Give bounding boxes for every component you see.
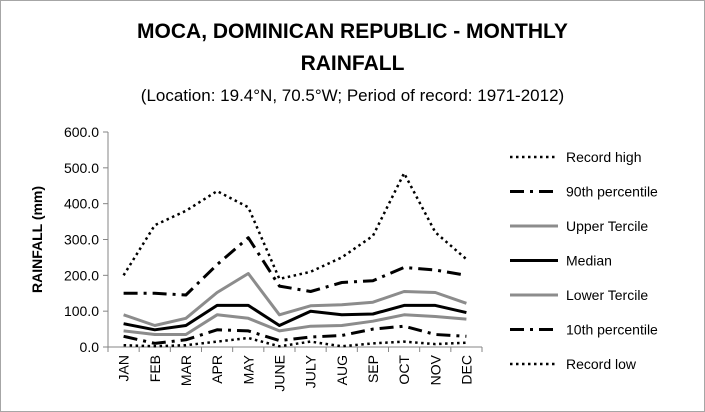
- x-tick-label: NOV: [427, 354, 443, 385]
- x-tick-label: MAY: [240, 354, 256, 384]
- legend-label-record-high: Record high: [566, 149, 642, 165]
- y-tick-label: 600.0: [64, 124, 99, 140]
- y-tick-label: 300.0: [64, 232, 99, 248]
- legend-label-10th-percentile: 10th percentile: [566, 322, 658, 338]
- x-tick-label: JUNE: [271, 355, 287, 392]
- x-tick-label: JAN: [116, 355, 132, 381]
- x-tick-label: OCT: [396, 355, 412, 385]
- legend-label-upper-tercile: Upper Tercile: [566, 218, 648, 234]
- series-line-lower-tercile: [123, 313, 467, 336]
- legend-label-lower-tercile: Lower Tercile: [566, 287, 648, 303]
- legend-label-90th-percentile: 90th percentile: [566, 184, 658, 200]
- x-tick-label: FEB: [147, 355, 163, 382]
- x-tick-label: MAR: [178, 355, 194, 386]
- series-line-record-high: [122, 171, 468, 281]
- x-tick-label: APR: [209, 355, 225, 384]
- series-line-median: [123, 303, 467, 332]
- series-line-10th-percentile: [123, 324, 467, 345]
- x-tick-label: AUG: [334, 355, 350, 385]
- chart-title-line-2: RAINFALL: [300, 52, 405, 75]
- y-tick-label: 200.0: [64, 267, 99, 283]
- series-line-upper-tercile: [123, 272, 467, 327]
- series-line-record-low: [123, 336, 467, 348]
- y-tick-label: 500.0: [64, 160, 99, 176]
- x-tick-label: JULY: [303, 354, 319, 388]
- x-tick-label: SEP: [365, 355, 381, 383]
- y-tick-label: 0.0: [80, 339, 100, 355]
- legend-label-record-low: Record low: [566, 356, 637, 372]
- series-line-90th-percentile: [123, 236, 467, 297]
- y-tick-label: 100.0: [64, 303, 99, 319]
- y-tick-label: 400.0: [64, 196, 99, 212]
- chart-subtitle: (Location: 19.4°N, 70.5°W; Period of rec…: [140, 86, 565, 105]
- x-tick-label: DEC: [458, 355, 474, 385]
- chart-title-line-1: MOCA, DOMINICAN REPUBLIC - MONTHLY: [137, 20, 568, 43]
- legend-label-median: Median: [566, 253, 612, 269]
- y-axis-label: RAINFALL (mm): [29, 186, 45, 293]
